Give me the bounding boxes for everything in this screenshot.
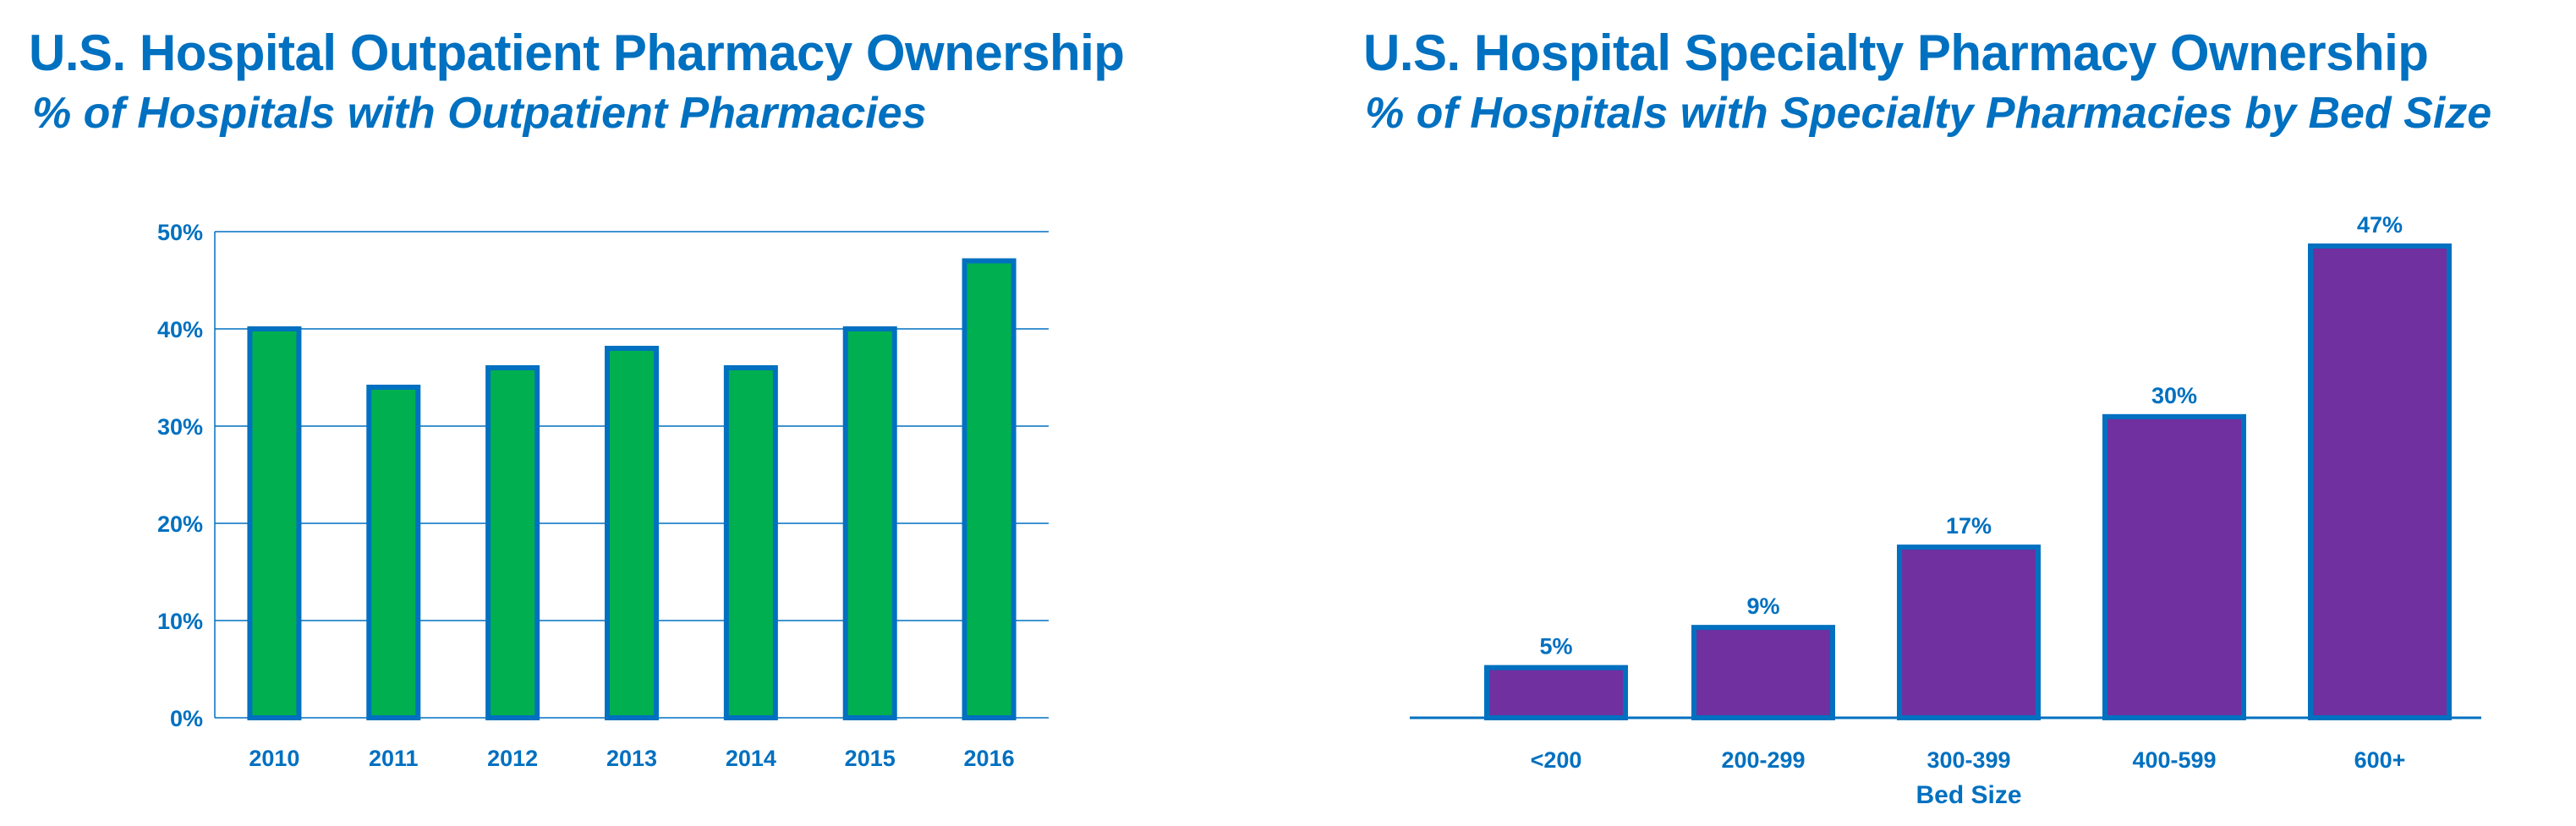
x-tick-label: 600+ bbox=[2354, 747, 2406, 773]
y-tick-label: 20% bbox=[157, 511, 203, 537]
bar-2014 bbox=[723, 365, 778, 720]
right-bar-chart: 5% <200 9% 200-299 17% 300-399 30% 400-599 47% 60… bbox=[1410, 212, 2481, 773]
bar-2013 bbox=[605, 346, 659, 720]
bar-600+ bbox=[2308, 243, 2452, 720]
data-label: 17% bbox=[1946, 513, 1992, 539]
x-tick-label: 300-399 bbox=[1927, 747, 2010, 773]
bar-2012 bbox=[485, 365, 540, 720]
bar-2011 bbox=[366, 385, 421, 720]
bar-2016 bbox=[962, 258, 1017, 720]
bar-300-399 bbox=[1897, 544, 2041, 721]
left-chart-subtitle: % of Hospitals with Outpatient Pharmacie… bbox=[32, 89, 927, 138]
y-tick-label: 10% bbox=[157, 609, 203, 634]
data-label: 9% bbox=[1746, 594, 1779, 619]
bar-2010 bbox=[247, 326, 302, 720]
x-tick-label: 400-599 bbox=[2132, 747, 2216, 773]
bar-400-599 bbox=[2102, 413, 2246, 720]
x-tick-label: 2013 bbox=[606, 746, 657, 771]
bar-2015 bbox=[842, 326, 897, 720]
x-tick-label: 2015 bbox=[845, 746, 896, 771]
x-tick-label: <200 bbox=[1531, 747, 1582, 773]
x-tick-label: 2014 bbox=[726, 746, 776, 771]
data-label: 30% bbox=[2151, 383, 2197, 408]
y-tick-label: 0% bbox=[170, 706, 203, 731]
right-chart-title: U.S. Hospital Specialty Pharmacy Ownersh… bbox=[1363, 25, 2429, 81]
x-tick-label: 2012 bbox=[487, 746, 538, 771]
bar-<200 bbox=[1484, 665, 1628, 721]
left-chart-title: U.S. Hospital Outpatient Pharmacy Owners… bbox=[29, 25, 1125, 81]
bar-200-299 bbox=[1691, 625, 1835, 720]
x-tick-label: 2011 bbox=[369, 746, 419, 771]
right-x-axis-label: Bed Size bbox=[1916, 781, 2021, 809]
x-tick-label: 200-299 bbox=[1721, 747, 1805, 773]
right-chart-subtitle: % of Hospitals with Specialty Pharmacies… bbox=[1365, 89, 2492, 138]
y-tick-label: 30% bbox=[157, 414, 203, 440]
x-tick-label: 2010 bbox=[249, 746, 299, 771]
left-bar-chart: 0% 10% 20% 30% 40% 50% 2010 2011 2012 2013 2014 201… bbox=[157, 220, 1049, 771]
data-label: 5% bbox=[1539, 634, 1572, 659]
y-tick-label: 50% bbox=[157, 220, 203, 245]
y-tick-label: 40% bbox=[157, 317, 203, 342]
data-label: 47% bbox=[2357, 212, 2403, 238]
x-tick-label: 2016 bbox=[964, 746, 1015, 771]
